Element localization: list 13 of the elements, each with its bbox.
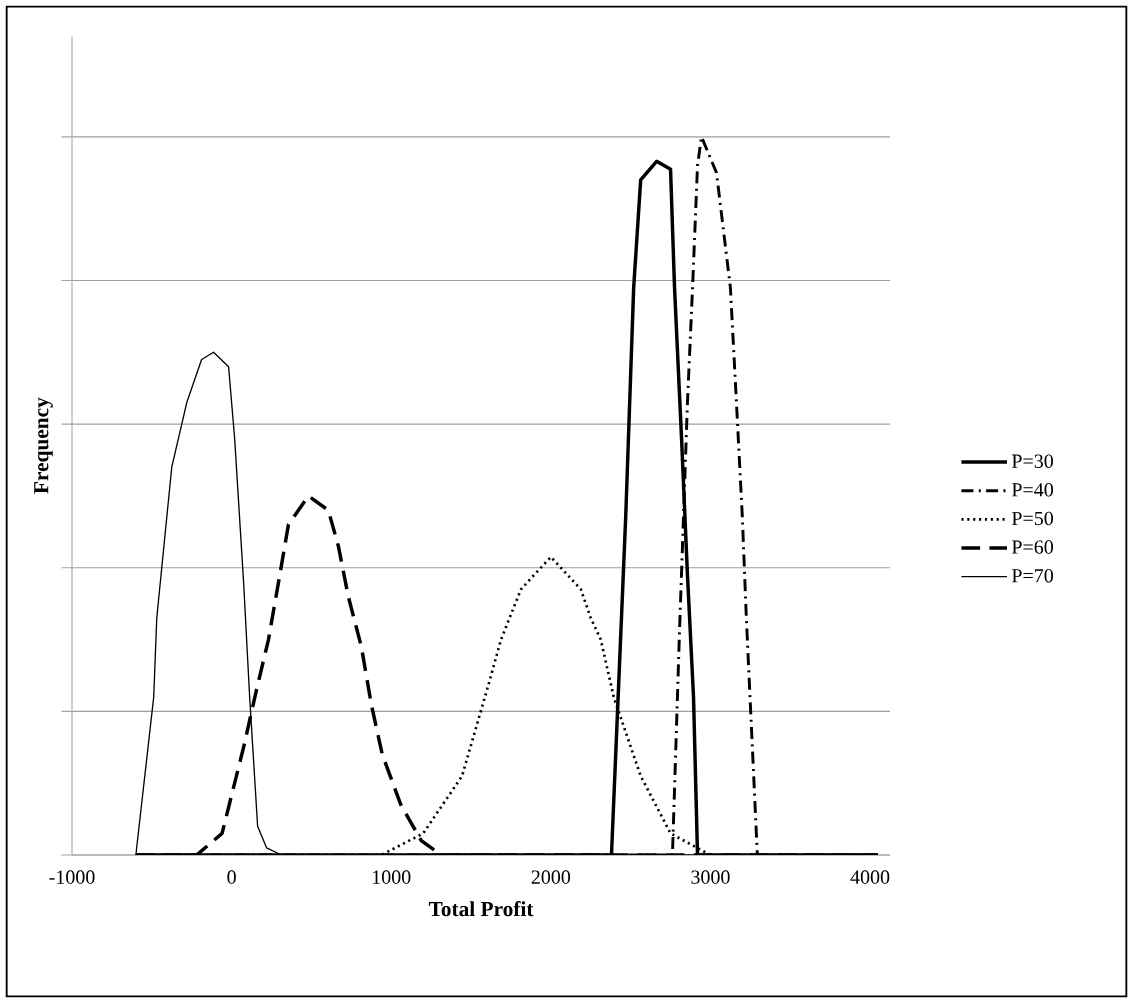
x-axis-title: Total Profit bbox=[428, 901, 534, 917]
x-tick-label: 0 bbox=[227, 870, 236, 884]
legend-label: P=40 bbox=[1011, 483, 1053, 497]
legend-label: P=30 bbox=[1011, 454, 1053, 468]
legend-label: P=50 bbox=[1011, 511, 1053, 526]
legend-label: P=70 bbox=[1011, 568, 1053, 583]
y-axis-title: Frequency bbox=[34, 397, 53, 494]
x-tick-label: 4000 bbox=[850, 870, 890, 884]
x-tick-label: 2000 bbox=[531, 870, 571, 884]
x-tick-label: 3000 bbox=[691, 870, 730, 884]
x-tick-label: 1000 bbox=[372, 870, 411, 884]
x-tick-label: -1000 bbox=[49, 870, 95, 884]
legend-label: P=60 bbox=[1011, 540, 1053, 554]
